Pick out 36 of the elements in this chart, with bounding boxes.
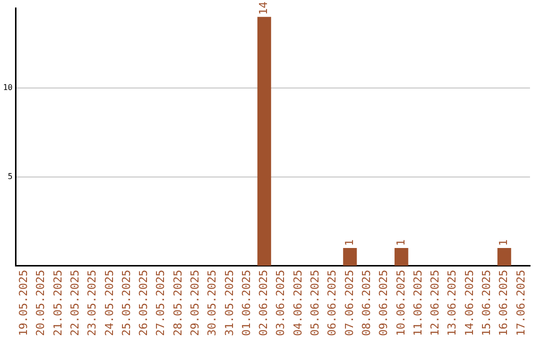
x-tick-label: 27.05.2025 [154,270,168,336]
x-tick-label: 15.06.2025 [480,270,493,336]
x-tick-label: 04.06.2025 [291,270,304,336]
data-label: 1 [394,239,408,246]
x-tick-label: 16.06.2025 [497,270,510,336]
x-tick-label: 12.06.2025 [428,270,442,336]
x-tick-label: 01.06.2025 [240,270,253,336]
x-tick-label: 05.06.2025 [308,270,322,336]
x-tick-label: 25.05.2025 [120,270,133,336]
x-tick-label: 14.06.2025 [462,270,476,336]
x-tick-label: 02.06.2025 [257,270,270,336]
x-tick-label: 21.05.2025 [51,270,64,336]
x-tick-label: 17.06.2025 [514,270,528,336]
x-tick-label: 24.05.2025 [102,270,116,336]
x-tick-label: 28.05.2025 [171,270,184,336]
x-tick-label: 23.05.2025 [86,270,99,336]
y-tick-label: 5 [8,172,13,181]
x-tick-label: 19.05.2025 [17,270,30,336]
y-tick-label: 10 [2,83,13,92]
x-tick-label: 07.06.2025 [342,270,356,336]
x-tick-label: 31.05.2025 [222,270,236,336]
x-tick-label: 13.06.2025 [446,270,459,336]
x-tick-label: 20.05.2025 [34,270,48,336]
x-tick-label: 08.06.2025 [360,270,373,336]
data-label: 1 [497,239,510,246]
x-tick-label: 09.06.2025 [377,270,390,336]
x-tick-label: 22.05.2025 [68,270,82,336]
x-tick-label: 06.06.2025 [326,270,339,336]
x-tick-label: 26.05.2025 [137,270,150,336]
x-tick-label: 03.06.2025 [274,270,288,336]
x-tick-label: 10.06.2025 [394,270,408,336]
x-tick-label: 29.05.2025 [188,270,202,336]
x-tick-label: 30.05.2025 [206,270,219,336]
data-label: 14 [257,1,270,15]
x-tick-label: 11.06.2025 [411,270,424,336]
data-label: 1 [342,239,356,246]
